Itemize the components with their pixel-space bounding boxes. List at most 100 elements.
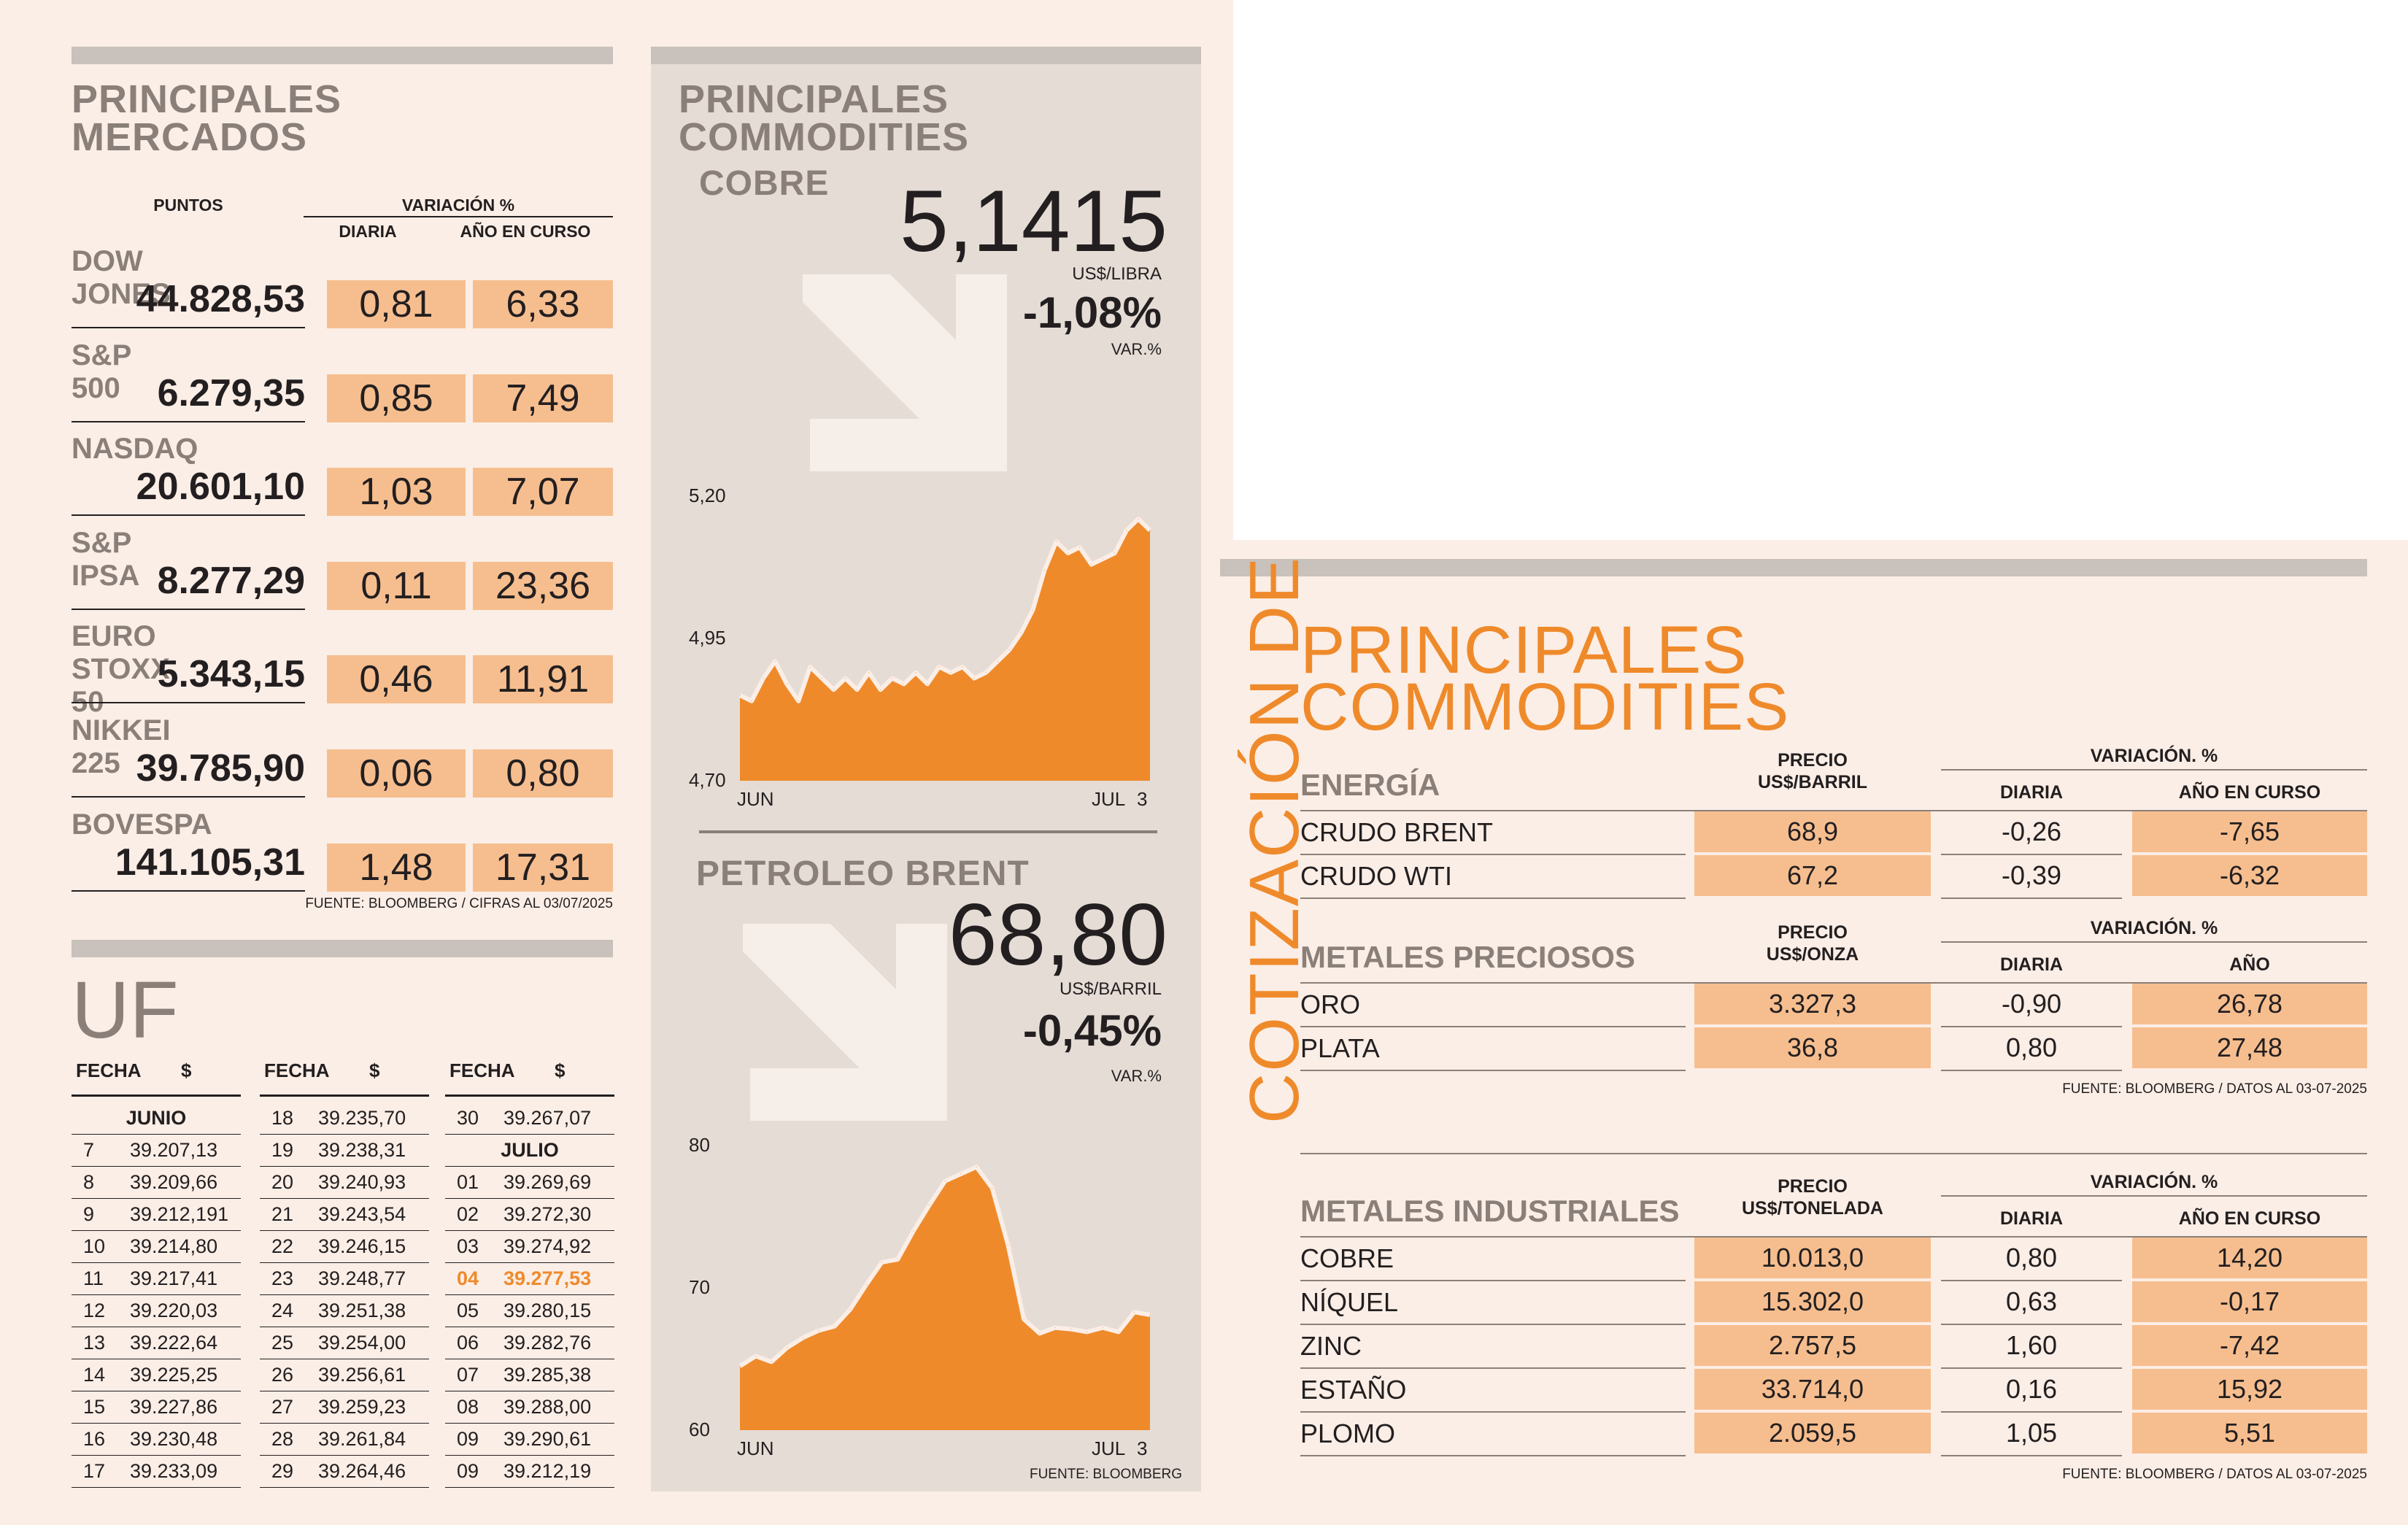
quotes-title-line1: PRINCIPALES: [1300, 613, 1748, 687]
uf-value: 39.238,31: [318, 1139, 406, 1161]
series-area: [740, 1167, 1150, 1430]
market-ytd-box: 7,07: [473, 468, 613, 517]
uf-value: 39.207,13: [130, 1139, 218, 1161]
uf-value: 39.222,64: [130, 1332, 218, 1354]
uf-value: 39.240,93: [318, 1171, 406, 1193]
price-unit-header: US$/BARRIL: [1757, 772, 1867, 792]
group-title: METALES INDUSTRIALES: [1300, 1194, 1680, 1228]
uf-date: 03: [457, 1235, 479, 1257]
uf-row: 03 39.274,92: [445, 1230, 614, 1263]
uf-date: 12: [83, 1300, 106, 1321]
market-row-line: [72, 420, 305, 422]
uf-date: 11: [83, 1267, 104, 1289]
uf-row: 10 39.214,80: [72, 1230, 241, 1263]
uf-row: 12 39.220,03: [72, 1294, 241, 1327]
uf-date: 24: [271, 1300, 294, 1321]
market-points: 8.277,29: [157, 559, 305, 602]
uf-row: 15 39.227,86: [72, 1391, 241, 1424]
group-title: ENERGÍA: [1300, 768, 1440, 802]
commodities-title-line2: COMMODITIES: [679, 115, 969, 159]
uf-value: 39.267,07: [503, 1107, 592, 1129]
price-unit-header: US$/ONZA: [1766, 944, 1859, 965]
uf-row: 8 39.209,66: [72, 1166, 241, 1199]
market-ytd-box: 0,80: [473, 749, 613, 798]
y-tick-label: 60: [689, 1418, 710, 1440]
price-header: PRECIO: [1778, 1176, 1848, 1197]
brent-label: PETROLEO BRENT: [696, 854, 1030, 893]
uf-value: 39.225,25: [130, 1364, 218, 1386]
market-row-line: [72, 796, 305, 798]
uf-col-date-header: FECHA: [264, 1059, 330, 1081]
y-tick-label: 70: [689, 1276, 710, 1298]
uf-date: 09: [457, 1460, 479, 1482]
uf-value: 39.235,70: [318, 1107, 406, 1129]
uf-row: 14 39.225,25: [72, 1359, 241, 1391]
group-header-line: [1300, 1236, 2367, 1238]
copper-variation: -1,08%: [1022, 288, 1162, 337]
x-tick-label: JUN: [737, 1437, 774, 1459]
uf-row: 22 39.246,15: [260, 1230, 429, 1263]
x-tick-label: JUL: [1092, 1437, 1125, 1459]
data-point: [798, 700, 799, 702]
group-header-line: [1300, 982, 2367, 984]
uf-header-line: [72, 1094, 241, 1097]
data-point: [845, 678, 846, 679]
uf-row: 08 39.288,00: [445, 1391, 614, 1424]
row-line: [1300, 1411, 1686, 1413]
uf-value: 39.280,15: [503, 1300, 592, 1321]
brent-area-chart: 80 70 60 JUN JUL 3: [689, 1134, 1151, 1459]
market-daily-box: 0,11: [327, 561, 466, 610]
quotes-divider: [1300, 1153, 2367, 1154]
group-header-line: [1300, 810, 2367, 811]
market-ytd-box: 17,31: [473, 843, 613, 892]
x-tick-label: 3: [1137, 788, 1147, 810]
brent-variation: -0,45%: [1022, 1006, 1162, 1055]
daily-header: DIARIA: [1999, 1208, 2064, 1229]
commodity-daily: 0,80: [2005, 1032, 2058, 1062]
market-daily-box: 0,06: [327, 749, 466, 798]
market-name: NASDAQ: [72, 433, 198, 466]
uf-row: 18 39.235,70: [260, 1102, 429, 1135]
commodity-name: PLATA: [1300, 1033, 1380, 1063]
uf-row: 06 39.282,76: [445, 1327, 614, 1359]
quotes-title: PRINCIPALES COMMODITIES: [1300, 613, 1790, 744]
uf-col-date-header: FECHA: [76, 1059, 142, 1081]
x-tick-label: JUN: [737, 788, 774, 810]
series-area: [740, 519, 1150, 781]
row-line: [1941, 854, 2122, 855]
copper-unit: US$/LIBRA: [1072, 264, 1162, 284]
row-line: [1300, 1455, 1686, 1456]
uf-row: 13 39.222,64: [72, 1327, 241, 1359]
uf-row: 09 39.290,61: [445, 1423, 614, 1456]
row-line: [1300, 1280, 1686, 1281]
data-point: [1091, 564, 1092, 565]
commodity-name: ESTAÑO: [1300, 1375, 1407, 1405]
quotes-title-line2: COMMODITIES: [1300, 670, 1790, 744]
row-line: [1941, 1280, 2122, 1281]
panel-divider: [699, 830, 1157, 833]
ytd-header: AÑO: [2229, 954, 2270, 975]
uf-value: 39.209,66: [130, 1171, 218, 1193]
uf-date: 18: [271, 1107, 294, 1129]
row-line: [1941, 1070, 2122, 1071]
uf-row: 29 39.264,46: [260, 1455, 429, 1488]
uf-month-july: JULIO: [445, 1134, 614, 1167]
uf-value: 39.230,48: [130, 1428, 218, 1450]
market-daily-box: 0,46: [327, 655, 466, 704]
uf-date: 28: [271, 1428, 294, 1450]
data-point: [849, 1308, 851, 1310]
market-ytd-box: 11,91: [473, 655, 613, 704]
series-line: [738, 517, 1152, 703]
uf-col-value-header: $: [555, 1059, 566, 1081]
y-tick-label: 80: [689, 1134, 710, 1156]
commodities-source: FUENTE: BLOOMBERG: [1029, 1467, 1182, 1482]
uf-date: 07: [457, 1364, 479, 1386]
row-line: [1941, 1411, 2122, 1413]
data-point: [868, 672, 870, 673]
market-daily-box: 0,85: [327, 374, 466, 422]
row-line: [1300, 1324, 1686, 1325]
commodity-price: 33.714,0: [1694, 1369, 1931, 1410]
market-points: 39.785,90: [136, 747, 305, 789]
data-point: [739, 1365, 741, 1367]
uf-value: 39.248,77: [318, 1267, 406, 1289]
